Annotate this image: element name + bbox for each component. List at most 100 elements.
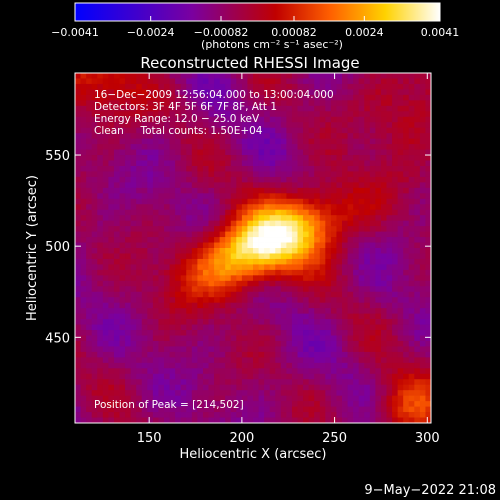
heatmap-cell bbox=[86, 340, 93, 347]
heatmap-cell bbox=[325, 193, 332, 200]
heatmap-cell bbox=[236, 308, 243, 315]
heatmap-cell bbox=[330, 89, 337, 96]
heatmap-cell bbox=[247, 78, 254, 85]
heatmap-cell bbox=[158, 160, 165, 167]
heatmap-cell bbox=[419, 297, 426, 304]
heatmap-cell bbox=[386, 351, 393, 358]
heatmap-cell bbox=[403, 417, 410, 424]
heatmap-cell bbox=[353, 94, 360, 101]
heatmap-cell bbox=[219, 362, 226, 369]
heatmap-cell bbox=[253, 100, 259, 107]
heatmap-cell bbox=[308, 94, 315, 101]
heatmap-cell bbox=[164, 165, 170, 172]
heatmap-cell bbox=[158, 220, 165, 227]
heatmap-cell bbox=[102, 362, 109, 369]
heatmap-cell bbox=[186, 313, 193, 320]
heatmap-cell bbox=[364, 149, 371, 156]
heatmap-cell bbox=[275, 248, 282, 254]
heatmap-cell bbox=[347, 215, 354, 222]
heatmap-cell bbox=[197, 335, 204, 342]
heatmap-cell bbox=[97, 226, 104, 232]
heatmap-cell bbox=[241, 248, 248, 254]
heatmap-cell bbox=[180, 133, 187, 140]
heatmap-cell bbox=[97, 187, 104, 194]
heatmap-cell bbox=[386, 264, 393, 271]
heatmap-cell bbox=[325, 324, 332, 331]
heatmap-cell bbox=[97, 390, 104, 397]
heatmap-cell bbox=[386, 193, 393, 200]
heatmap-cell bbox=[419, 357, 426, 364]
heatmap-cell bbox=[219, 280, 226, 287]
heatmap-cell bbox=[119, 379, 126, 386]
heatmap-cell bbox=[180, 379, 187, 386]
heatmap-cell bbox=[280, 253, 287, 260]
heatmap-cell bbox=[297, 215, 304, 222]
heatmap-cell bbox=[86, 406, 93, 413]
heatmap-cell bbox=[347, 226, 354, 232]
heatmap-cell bbox=[258, 346, 265, 353]
heatmap-cell bbox=[336, 373, 343, 380]
heatmap-cell bbox=[392, 390, 399, 397]
heatmap-cell bbox=[125, 138, 132, 145]
heatmap-cell bbox=[297, 340, 304, 347]
heatmap-cell bbox=[91, 83, 98, 90]
heatmap-cell bbox=[364, 313, 371, 320]
heatmap-cell bbox=[202, 127, 209, 134]
heatmap-cell bbox=[330, 149, 337, 156]
heatmap-cell bbox=[152, 89, 159, 96]
heatmap-cell bbox=[330, 116, 337, 123]
heatmap-cell bbox=[108, 204, 115, 211]
heatmap-cell bbox=[169, 297, 176, 304]
heatmap-cell bbox=[336, 357, 343, 364]
heatmap-cell bbox=[353, 215, 360, 222]
heatmap-cell bbox=[152, 122, 159, 129]
heatmap-cell bbox=[269, 122, 276, 129]
heatmap-cell bbox=[125, 215, 132, 222]
heatmap-cell bbox=[303, 116, 310, 123]
heatmap-cell bbox=[130, 297, 137, 304]
heatmap-cell bbox=[308, 226, 315, 232]
heatmap-cell bbox=[219, 308, 226, 315]
heatmap-cell bbox=[102, 171, 109, 178]
heatmap-cell bbox=[169, 187, 176, 194]
heatmap-cell bbox=[291, 357, 298, 364]
heatmap-cell bbox=[392, 94, 399, 101]
heatmap-cell bbox=[186, 105, 193, 112]
heatmap-cell bbox=[180, 127, 187, 134]
heatmap-cell bbox=[347, 78, 354, 85]
heatmap-cell bbox=[152, 176, 159, 183]
heatmap-cell bbox=[330, 73, 337, 79]
heatmap-cell bbox=[269, 182, 276, 189]
heatmap-cell bbox=[141, 297, 148, 304]
heatmap-cell bbox=[375, 116, 382, 123]
heatmap-cell bbox=[186, 395, 193, 402]
heatmap-cell bbox=[403, 395, 410, 402]
heatmap-cell bbox=[113, 373, 120, 380]
heatmap-cell bbox=[397, 297, 404, 304]
heatmap-cell bbox=[147, 209, 154, 216]
heatmap-cell bbox=[291, 302, 298, 309]
heatmap-cell bbox=[119, 171, 126, 178]
heatmap-cell bbox=[325, 149, 332, 156]
heatmap-cell bbox=[191, 362, 198, 369]
heatmap-cell bbox=[414, 346, 421, 353]
heatmap-cell bbox=[236, 401, 243, 407]
heatmap-cell bbox=[130, 319, 137, 325]
heatmap-cell bbox=[219, 204, 226, 211]
heatmap-cell bbox=[386, 100, 393, 107]
heatmap-cell bbox=[97, 384, 104, 391]
heatmap-cell bbox=[164, 280, 170, 287]
heatmap-cell bbox=[125, 198, 132, 205]
heatmap-cell bbox=[342, 165, 348, 172]
heatmap-cell bbox=[258, 226, 265, 232]
heatmap-cell bbox=[102, 78, 109, 85]
heatmap-cell bbox=[253, 165, 259, 172]
heatmap-cell bbox=[280, 324, 287, 331]
heatmap-cell bbox=[236, 94, 243, 101]
heatmap-cell bbox=[414, 198, 421, 205]
heatmap-cell bbox=[236, 319, 243, 325]
heatmap-cell bbox=[141, 406, 148, 413]
heatmap-cell bbox=[247, 144, 254, 150]
heatmap-cell bbox=[358, 417, 365, 424]
heatmap-cell bbox=[319, 340, 326, 347]
